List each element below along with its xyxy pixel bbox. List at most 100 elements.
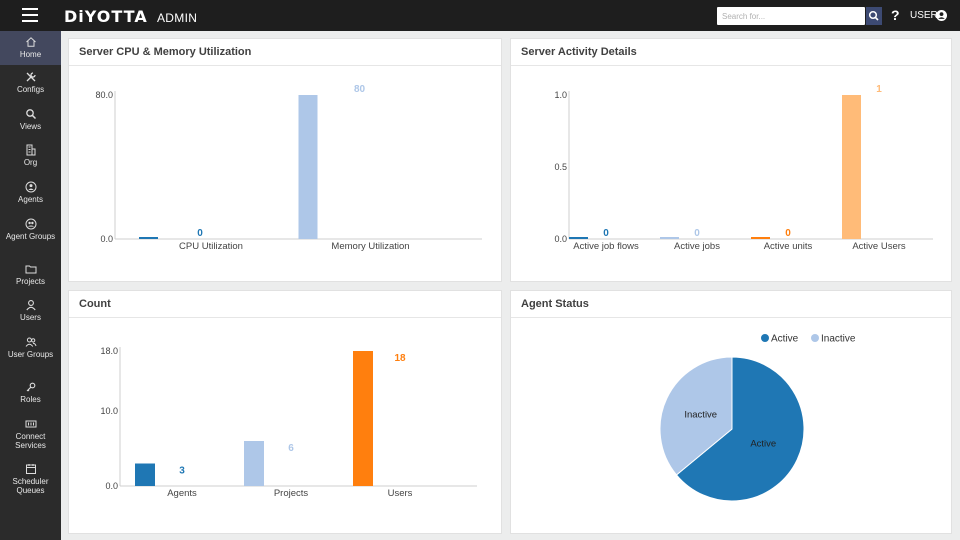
data-label: 0 xyxy=(785,228,791,239)
y-tick-label: 0.0 xyxy=(105,481,118,491)
org-icon xyxy=(26,144,35,156)
y-tick-label: 1.0 xyxy=(554,90,567,100)
sidebar-item-label: Projects xyxy=(16,277,45,286)
user-icon xyxy=(25,300,36,311)
sidebar: Home Configs Views Org Agents Agent Grou… xyxy=(0,31,61,540)
sidebar-item-home[interactable]: Home xyxy=(0,31,61,65)
search-input[interactable] xyxy=(717,7,865,25)
x-tick-label: Active job flows xyxy=(573,241,639,252)
configs-icon xyxy=(26,72,36,82)
brand-logo: DiYOTTA xyxy=(64,7,148,26)
hamburger-menu-icon[interactable] xyxy=(22,8,38,22)
data-label: 6 xyxy=(288,443,294,454)
sidebar-item-configs[interactable]: Configs xyxy=(0,71,61,101)
bar-agents[interactable] xyxy=(135,463,155,487)
sidebar-item-label: Home xyxy=(19,50,42,59)
top-bar: DiYOTTA ADMIN ? USER xyxy=(0,0,960,31)
connect-services-icon xyxy=(25,420,36,428)
agents-icon xyxy=(25,181,36,193)
scheduler-icon xyxy=(25,464,36,474)
cpu-memory-bar-chart: 0.0 80.0 0 CPU Utilization 80 Memory Utilizat… xyxy=(95,84,482,252)
user-menu-label[interactable]: USER xyxy=(910,10,938,21)
pie-slice-label: Active xyxy=(750,439,776,450)
sidebar-item-label: Agents xyxy=(18,195,43,204)
sidebar-item-label: Agent Groups xyxy=(5,232,56,241)
bar-active-job-flows[interactable] xyxy=(569,237,588,239)
x-tick-label: Active Users xyxy=(852,241,906,252)
x-tick-label: Active jobs xyxy=(674,241,720,252)
x-tick-label: Memory Utilization xyxy=(331,241,409,252)
sidebar-item-label: Views xyxy=(19,122,42,131)
sidebar-item-label: Scheduler Queues xyxy=(12,477,49,495)
bar-active-units[interactable] xyxy=(751,237,770,239)
y-tick-label: 0.0 xyxy=(100,234,113,244)
legend-label[interactable]: Inactive xyxy=(821,334,856,345)
sidebar-item-projects[interactable]: Projects xyxy=(0,263,61,293)
bar-memory-utilization[interactable] xyxy=(298,95,318,239)
sidebar-item-org[interactable]: Org xyxy=(0,144,61,174)
cpu-memory-panel: Server CPU & Memory Utilization 0.0 80.0 0… xyxy=(68,38,502,282)
sidebar-item-connect-services[interactable]: Connect Services xyxy=(0,418,61,454)
sidebar-item-agents[interactable]: Agents xyxy=(0,181,61,211)
sidebar-item-roles[interactable]: Roles xyxy=(0,381,61,411)
legend-label[interactable]: Active xyxy=(771,334,799,345)
x-tick-label: Active units xyxy=(764,241,813,252)
help-icon[interactable]: ? xyxy=(891,7,900,23)
bar-active-jobs[interactable] xyxy=(660,237,679,239)
y-tick-label: 80.0 xyxy=(95,90,113,100)
bar-projects[interactable] xyxy=(244,441,264,486)
panel-title: Agent Status xyxy=(511,291,951,318)
pie-slice-active[interactable] xyxy=(675,356,805,502)
y-tick-label: 10.0 xyxy=(100,406,118,416)
search-button[interactable] xyxy=(866,7,882,25)
search-icon xyxy=(868,10,879,21)
sidebar-item-label: Configs xyxy=(16,85,45,94)
sidebar-item-users[interactable]: Users xyxy=(0,299,61,329)
server-activity-bar-chart: 0.0 0.5 1.0 0 Active job flows 0 Active jobs 0 A… xyxy=(554,84,933,252)
home-icon xyxy=(25,37,36,47)
key-icon xyxy=(26,382,35,392)
data-label: 80 xyxy=(354,84,366,95)
pie-slice-label: Inactive xyxy=(684,409,717,420)
sidebar-item-label: Org xyxy=(23,158,38,167)
bar-cpu-utilization[interactable] xyxy=(139,237,158,239)
views-icon xyxy=(25,109,36,120)
sidebar-item-user-groups[interactable]: User Groups xyxy=(0,336,61,372)
agent-status-panel: Agent Status Active Inactive Active Inactiv… xyxy=(510,290,952,534)
sidebar-item-label: Users xyxy=(20,313,41,322)
x-tick-label: Users xyxy=(388,488,413,499)
sidebar-item-label: Roles xyxy=(20,395,41,404)
agent-groups-icon xyxy=(25,218,36,230)
sidebar-item-views[interactable]: Views xyxy=(0,108,61,138)
y-tick-label: 18.0 xyxy=(100,346,118,356)
panel-title: Server CPU & Memory Utilization xyxy=(69,39,501,66)
sidebar-item-scheduler-queues[interactable]: Scheduler Queues xyxy=(0,463,61,499)
data-label: 0 xyxy=(694,228,700,239)
x-tick-label: Agents xyxy=(167,488,197,499)
legend-swatch xyxy=(811,334,819,342)
server-activity-panel: Server Activity Details 0.0 0.5 1.0 0 Active… xyxy=(510,38,952,282)
folder-icon xyxy=(25,265,36,274)
x-tick-label: CPU Utilization xyxy=(179,241,243,252)
sidebar-item-label: User Groups xyxy=(7,350,54,359)
agent-status-pie-chart: Active Inactive Active Inactive xyxy=(659,334,856,502)
y-tick-label: 0.0 xyxy=(554,234,567,244)
legend-swatch xyxy=(761,334,769,342)
count-bar-chart: 0.0 10.0 18.0 3 Agents 6 Projects 18 Users xyxy=(100,346,477,499)
data-label: 3 xyxy=(179,466,185,477)
user-groups-icon xyxy=(25,337,36,347)
bar-users[interactable] xyxy=(353,351,373,486)
y-tick-label: 0.5 xyxy=(554,162,567,172)
pie-slice-inactive[interactable] xyxy=(659,356,733,476)
panel-title: Server Activity Details xyxy=(511,39,951,66)
panel-title: Count xyxy=(69,291,501,318)
count-panel: Count 0.0 10.0 18.0 3 Agents 6 Projects 18 Users xyxy=(68,290,502,534)
data-label: 0 xyxy=(603,228,609,239)
sidebar-item-label: Connect Services xyxy=(15,432,46,450)
data-label: 18 xyxy=(394,353,406,364)
user-avatar-icon[interactable] xyxy=(936,10,947,21)
bar-active-users[interactable] xyxy=(842,95,861,239)
x-tick-label: Projects xyxy=(274,488,309,499)
sidebar-item-agent-groups[interactable]: Agent Groups xyxy=(0,218,61,254)
data-label: 0 xyxy=(197,228,203,239)
